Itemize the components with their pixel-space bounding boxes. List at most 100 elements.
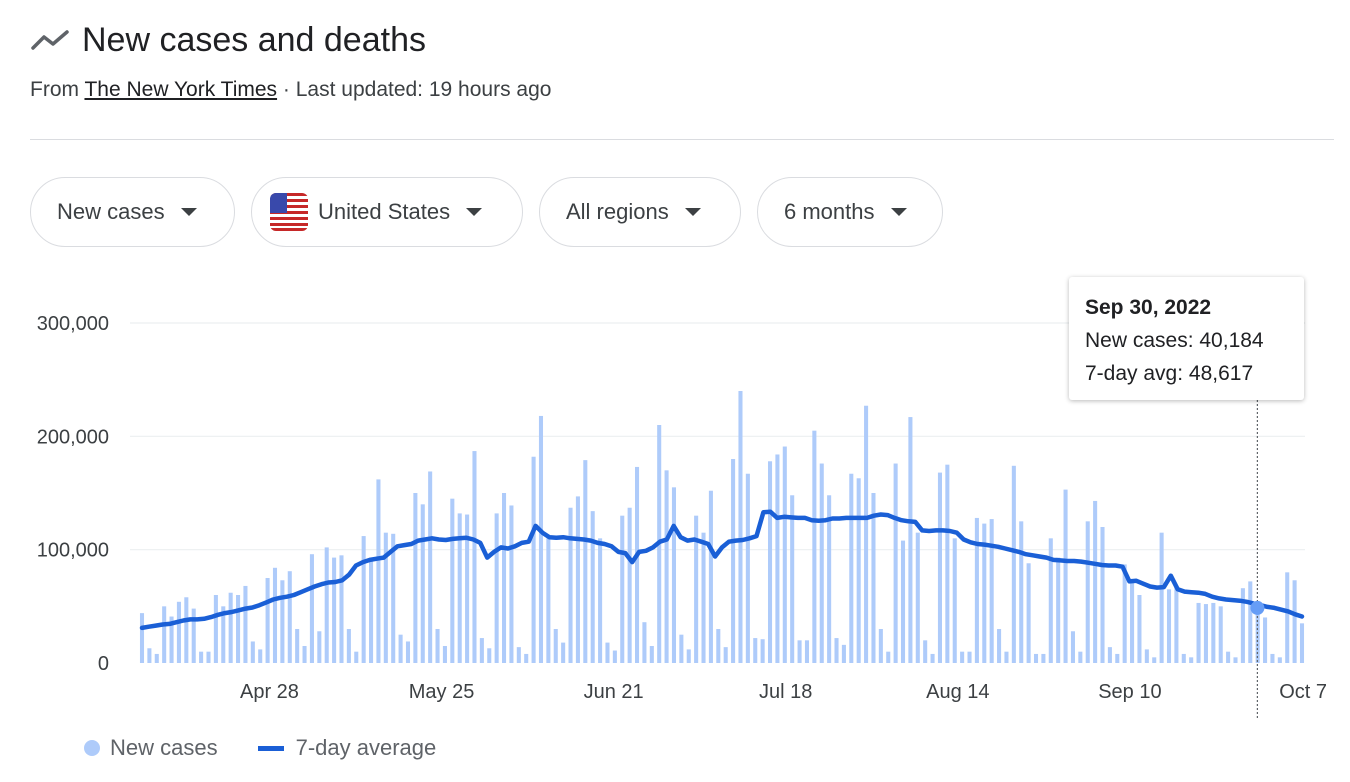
case-bar	[302, 646, 307, 663]
case-bar	[694, 515, 699, 663]
case-bar	[317, 631, 322, 663]
case-bar	[1144, 649, 1149, 663]
case-bar	[420, 504, 425, 663]
case-bar	[812, 430, 817, 663]
case-bar	[376, 479, 381, 663]
case-bar	[383, 532, 388, 663]
x-tick-label: Jul 18	[759, 681, 812, 703]
case-bar	[176, 601, 181, 663]
case-bar	[960, 651, 965, 663]
case-bar	[1240, 588, 1245, 663]
tooltip-avg: 7-day avg: 48,617	[1085, 362, 1254, 385]
chevron-down-icon	[684, 208, 701, 216]
source-link[interactable]: The New York Times	[84, 78, 278, 101]
case-bar	[538, 415, 544, 663]
bar-series	[139, 391, 1305, 663]
case-bar	[361, 536, 366, 663]
case-bar	[915, 532, 920, 663]
last-updated: Last updated: 19 hours ago	[295, 78, 552, 101]
x-tick-label: May 25	[409, 681, 475, 703]
from-label: From	[30, 78, 79, 101]
case-bar	[1115, 653, 1120, 663]
case-bar	[989, 519, 994, 663]
case-bar	[1056, 557, 1061, 663]
case-bar	[561, 642, 566, 663]
time-range-dropdown[interactable]: 6 months	[757, 177, 943, 247]
case-bar	[819, 463, 824, 663]
case-bar	[893, 463, 898, 663]
case-bar	[701, 532, 706, 663]
separator: ·	[282, 78, 290, 101]
case-bar	[1063, 489, 1068, 663]
region-dropdown[interactable]: All regions	[539, 177, 741, 247]
case-bar	[139, 613, 145, 663]
case-bar	[236, 595, 241, 663]
case-bar	[1137, 595, 1142, 663]
x-tick-label: Sep 10	[1098, 681, 1161, 703]
case-bar	[1248, 581, 1253, 663]
case-bar	[649, 646, 654, 663]
case-bar	[295, 629, 300, 663]
tooltip-date: Sep 30, 2022	[1085, 296, 1212, 319]
case-bar	[849, 473, 854, 663]
case-bar	[753, 638, 758, 663]
case-bar	[1181, 653, 1186, 663]
case-bar	[1085, 521, 1090, 663]
case-bar	[871, 493, 876, 663]
case-bar	[827, 495, 832, 663]
chevron-down-icon	[466, 208, 483, 216]
metric-dropdown[interactable]: New cases	[30, 177, 235, 247]
case-bar	[369, 557, 374, 663]
case-bar	[745, 473, 750, 663]
case-bar	[169, 616, 174, 663]
case-bar	[287, 571, 292, 663]
case-bar	[442, 646, 447, 663]
case-bar	[354, 651, 359, 663]
case-bar	[952, 538, 957, 663]
case-bar	[864, 405, 869, 663]
case-bar	[206, 651, 211, 663]
tooltip-new-cases: New cases: 40,184	[1085, 329, 1264, 352]
case-bar	[723, 647, 728, 663]
case-bar	[1166, 589, 1172, 663]
case-bar	[405, 641, 411, 663]
case-bar	[1041, 653, 1046, 663]
case-bar	[465, 514, 470, 663]
chart-tooltip: Sep 30, 2022 New cases: 40,184 7-day avg…	[1069, 277, 1304, 400]
case-bar	[782, 446, 787, 663]
y-tick-label: 300,000	[37, 313, 109, 335]
case-bar	[1292, 580, 1297, 663]
case-bar	[258, 649, 263, 663]
case-bar	[1277, 657, 1282, 663]
x-tick-label: Apr 28	[240, 681, 299, 703]
case-bar	[221, 606, 226, 663]
case-bar	[671, 487, 677, 663]
case-bar	[642, 622, 647, 663]
divider	[30, 139, 1334, 140]
case-bar	[154, 653, 159, 663]
case-bar	[398, 634, 403, 663]
country-dropdown[interactable]: United States	[251, 177, 523, 247]
case-bar	[982, 523, 987, 663]
legend-bar-swatch	[84, 740, 100, 756]
case-bar	[1159, 532, 1164, 663]
case-bar	[184, 597, 189, 663]
us-flag-icon	[270, 193, 308, 231]
filter-bar: New cases United States All regions 6 mo…	[30, 177, 943, 247]
case-bar	[413, 493, 418, 663]
case-bar	[1196, 602, 1201, 663]
avg-line	[139, 509, 1305, 631]
metric-dropdown-label: New cases	[57, 199, 165, 224]
case-bar	[516, 647, 521, 663]
case-bar	[1226, 651, 1231, 663]
page-title: New cases and deaths	[82, 20, 426, 59]
case-bar	[612, 650, 617, 663]
x-tick-label: Oct 7	[1279, 681, 1327, 703]
case-bar	[900, 540, 906, 663]
legend-line-swatch	[257, 745, 284, 751]
legend-line-label: 7-day average	[295, 735, 437, 760]
case-bar	[1263, 617, 1268, 663]
case-bar	[731, 459, 736, 663]
cases-chart[interactable]: 0 100,000 200,000 300,000 Apr 28 May 25 Jun 21…	[0, 270, 1350, 725]
chart-legend: New cases 7-day average	[84, 735, 436, 761]
